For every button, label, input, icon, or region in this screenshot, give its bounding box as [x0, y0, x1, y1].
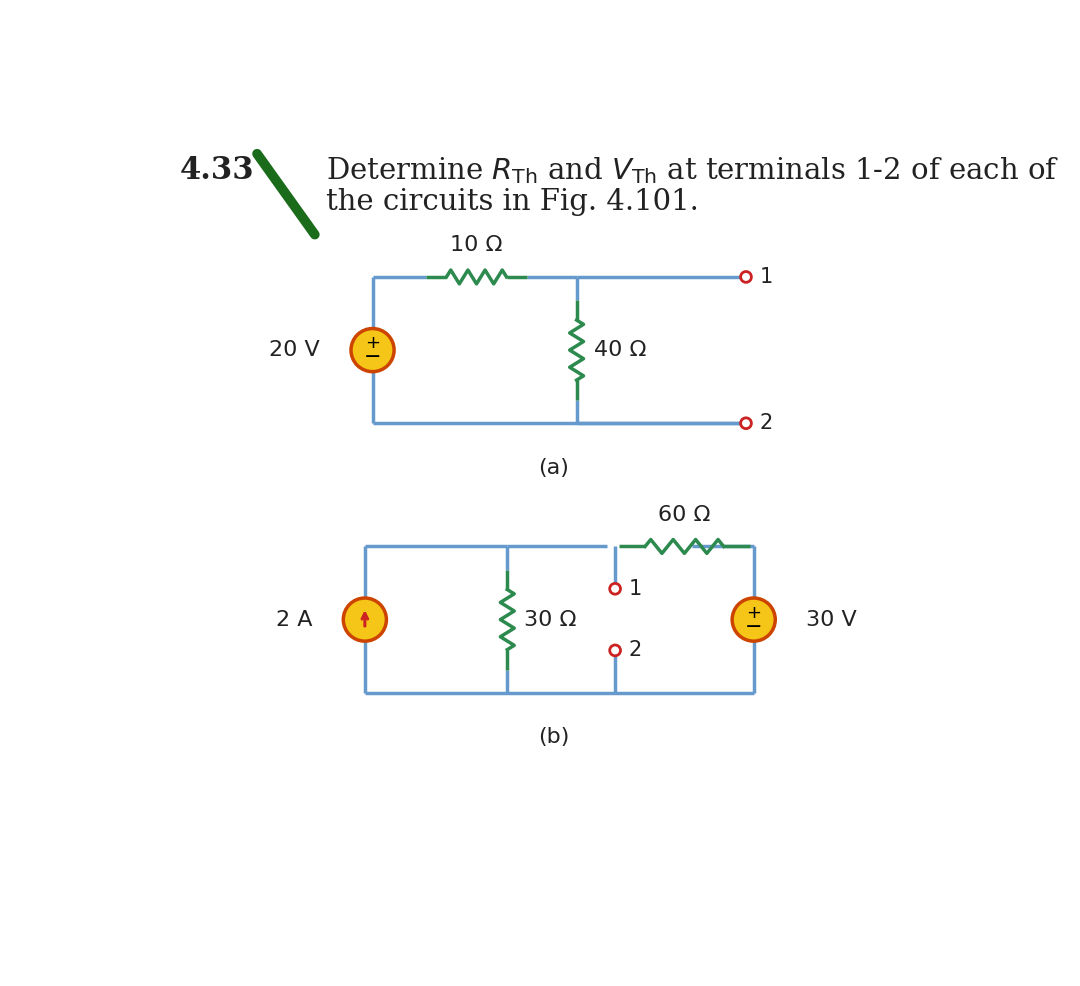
Text: 30 V: 30 V	[806, 609, 856, 630]
Circle shape	[351, 328, 394, 372]
Text: −: −	[745, 616, 762, 637]
Circle shape	[732, 599, 775, 641]
Text: 2: 2	[760, 413, 773, 433]
Text: (b): (b)	[538, 728, 569, 747]
Text: +: +	[365, 334, 380, 352]
Text: −: −	[364, 347, 381, 367]
Circle shape	[343, 599, 387, 641]
Text: 2 A: 2 A	[276, 609, 312, 630]
Text: (a): (a)	[538, 458, 569, 478]
Text: 1: 1	[760, 267, 773, 287]
Circle shape	[741, 271, 752, 282]
Text: 40 Ω: 40 Ω	[594, 340, 646, 360]
Text: +: +	[746, 603, 761, 621]
Text: 4.33: 4.33	[180, 155, 255, 186]
Text: 20 V: 20 V	[269, 340, 320, 360]
Circle shape	[610, 584, 621, 595]
Text: the circuits in Fig. 4.101.: the circuits in Fig. 4.101.	[326, 188, 699, 216]
Text: 30 Ω: 30 Ω	[524, 609, 577, 630]
Text: Determine $R_{\rm Th}$ and $V_{\rm Th}$ at terminals 1-2 of each of: Determine $R_{\rm Th}$ and $V_{\rm Th}$ …	[326, 155, 1059, 186]
Text: 10 Ω: 10 Ω	[450, 236, 503, 255]
Text: 60 Ω: 60 Ω	[658, 505, 711, 525]
Text: 1: 1	[629, 579, 643, 599]
Text: 2: 2	[629, 640, 643, 661]
Circle shape	[610, 645, 621, 656]
Circle shape	[741, 418, 752, 429]
